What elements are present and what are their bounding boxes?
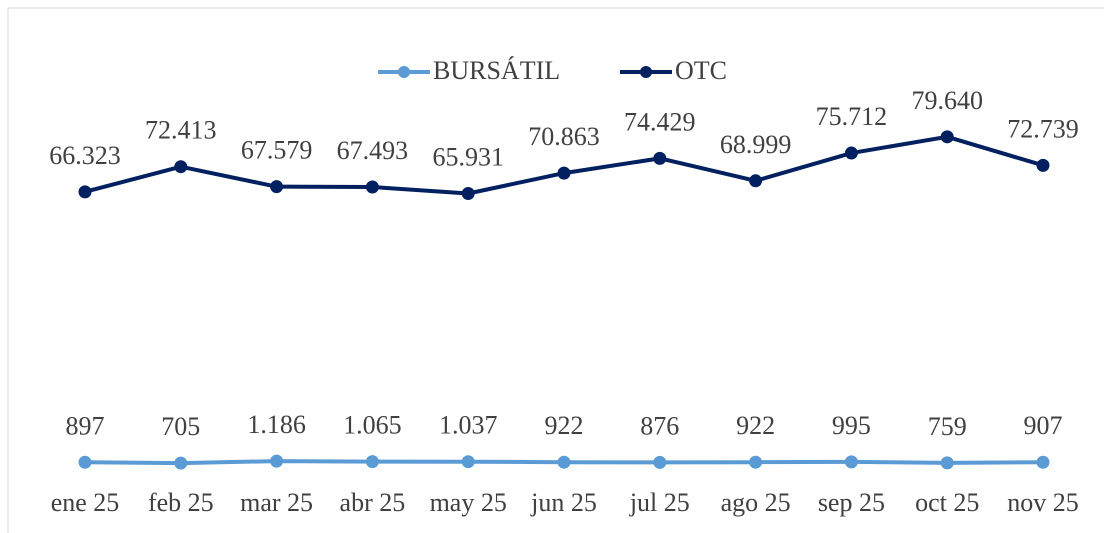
- point: [653, 455, 667, 469]
- data-label: 70.863: [528, 122, 600, 151]
- x-tick-label: jul 25: [629, 488, 690, 517]
- x-tick-label: ene 25: [51, 488, 120, 517]
- point: [365, 455, 379, 469]
- data-label: 907: [1024, 411, 1063, 440]
- data-label: 79.640: [911, 86, 983, 115]
- x-tick-label: abr 25: [340, 488, 406, 517]
- x-tick-label: mar 25: [240, 488, 313, 517]
- point: [1036, 455, 1050, 469]
- chart-border: [7, 7, 1104, 533]
- point: [557, 455, 571, 469]
- point: [844, 455, 858, 469]
- x-tick-label: may 25: [430, 488, 507, 517]
- data-label: 67.579: [241, 136, 313, 165]
- point: [940, 456, 954, 470]
- x-tick-label: ago 25: [721, 488, 791, 517]
- point: [461, 455, 475, 469]
- data-label: 74.429: [624, 107, 696, 136]
- point: [461, 186, 475, 200]
- legend-label: OTC: [675, 56, 727, 85]
- point: [557, 166, 571, 180]
- data-label: 65.931: [432, 142, 504, 171]
- point: [1036, 158, 1050, 172]
- point: [78, 185, 92, 199]
- point: [174, 456, 188, 470]
- data-label: 75.712: [816, 102, 888, 131]
- x-tick-label: sep 25: [818, 488, 885, 517]
- point: [653, 151, 667, 165]
- point: [749, 455, 763, 469]
- legend-marker: [398, 66, 410, 78]
- point: [270, 180, 284, 194]
- data-label: 995: [832, 411, 871, 440]
- data-label: 922: [736, 411, 775, 440]
- point: [174, 160, 188, 174]
- data-label: 922: [545, 411, 584, 440]
- legend-label: BURSÁTIL: [433, 56, 560, 85]
- x-tick-label: nov 25: [1007, 488, 1079, 517]
- x-tick-label: oct 25: [915, 488, 979, 517]
- point: [844, 146, 858, 160]
- legend-marker: [640, 66, 652, 78]
- data-label: 72.413: [145, 116, 217, 145]
- data-label: 72.739: [1007, 114, 1079, 143]
- data-label: 1.037: [439, 411, 498, 440]
- data-label: 68.999: [720, 130, 792, 159]
- point: [78, 455, 92, 469]
- x-tick-label: jun 25: [530, 488, 597, 517]
- data-label: 876: [640, 411, 679, 440]
- data-label: 1.065: [343, 411, 402, 440]
- point: [940, 130, 954, 144]
- data-label: 67.493: [337, 136, 409, 165]
- point: [270, 454, 284, 468]
- point: [365, 180, 379, 194]
- data-label: 897: [66, 411, 105, 440]
- data-label: 705: [161, 412, 200, 441]
- x-tick-label: feb 25: [148, 488, 214, 517]
- point: [749, 174, 763, 188]
- data-label: 1.186: [247, 410, 306, 439]
- data-label: 66.323: [49, 141, 121, 170]
- data-label: 759: [928, 412, 967, 441]
